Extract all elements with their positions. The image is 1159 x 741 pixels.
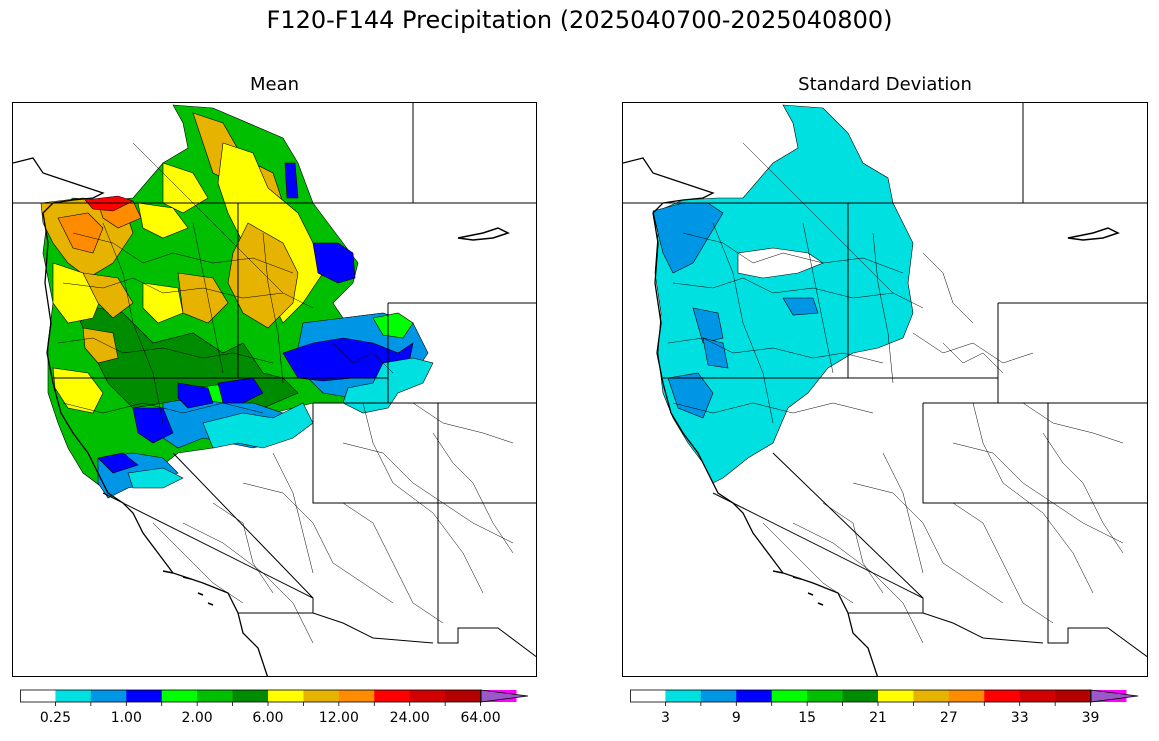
mean-region-cyan-2 — [202, 402, 314, 449]
mean-map-svg — [13, 103, 536, 676]
colorbar-tick-label: 15 — [798, 710, 817, 726]
mean-state-borders — [13, 103, 536, 658]
mean-region-gold-2 — [227, 222, 299, 329]
std-region-skyblue-3 — [667, 372, 714, 419]
colorbar-tick-label: 1.00 — [110, 710, 142, 726]
mean-colorbar-svg — [20, 689, 529, 706]
colorbar-outline — [20, 689, 482, 703]
figure-title: F120-F144 Precipitation (2025040700-2025… — [266, 6, 893, 34]
mean-region-blue-4 — [132, 407, 174, 444]
colorbar-segment — [665, 690, 702, 702]
std-colorbar: 3 9 15 21 27 33 39 — [630, 688, 1142, 726]
std-panel-title: Standard Deviation — [798, 74, 972, 95]
colorbar-segment — [338, 690, 375, 702]
colorbar-segment — [630, 690, 666, 702]
std-basin-lines — [667, 142, 1124, 644]
std-state-borders — [623, 103, 1147, 658]
mean-region-cyan-3 — [127, 467, 184, 489]
colorbar-segment — [55, 690, 92, 702]
colorbar-segment — [700, 690, 737, 702]
colorbar-segment — [1055, 690, 1092, 702]
colorbar-extend-arrow — [480, 689, 529, 703]
colorbar-segment — [90, 690, 127, 702]
std-coastline — [623, 157, 879, 676]
colorbar-segment — [736, 690, 773, 702]
colorbar-tick-label: 24.00 — [389, 710, 430, 726]
mean-region-yellow-5 — [142, 282, 184, 324]
colorbar-tick-label: 3 — [660, 710, 670, 726]
colorbar-segment — [197, 690, 234, 702]
colorbar-segment — [303, 690, 340, 702]
colorbar-segment — [409, 690, 446, 702]
colorbar-segment — [268, 690, 304, 702]
mean-colorbar: 0.25 1.00 2.00 6.00 12.00 24.00 64.00 — [20, 688, 532, 726]
colorbar-tick-label: 0.25 — [39, 710, 71, 726]
colorbar-segment — [1019, 690, 1056, 702]
mean-region-gold-4 — [177, 272, 229, 324]
colorbar-segment — [445, 690, 482, 702]
colorbar-segment — [913, 690, 950, 702]
colorbar-segment — [771, 690, 808, 702]
std-map — [622, 102, 1148, 677]
colorbar-tick-label: 39 — [1081, 710, 1100, 726]
colorbar-segment — [161, 690, 198, 702]
colorbar-tick-label: 27 — [939, 710, 958, 726]
colorbar-segment — [232, 690, 269, 702]
std-region-cyan — [652, 104, 914, 484]
colorbar-segment — [878, 690, 914, 702]
std-map-svg — [623, 103, 1147, 676]
mean-region-gold-5 — [82, 327, 119, 364]
mean-region-yellow-3 — [137, 202, 189, 239]
mean-basin-lines — [57, 142, 514, 644]
colorbar-segment — [126, 690, 163, 702]
colorbar-tick-label: 33 — [1010, 710, 1029, 726]
mean-region-gold-3 — [82, 272, 134, 319]
mean-coastline — [13, 157, 269, 676]
colorbar-tick-label: 21 — [869, 710, 887, 726]
colorbar-segment — [374, 690, 411, 702]
mean-lake — [457, 227, 510, 241]
mean-panel-title: Mean — [249, 74, 300, 95]
colorbar-tick-label: 64.00 — [460, 710, 501, 726]
std-lake — [1067, 227, 1120, 241]
std-region-white-hole — [737, 247, 824, 279]
mean-islands — [162, 570, 214, 606]
colorbar-segment — [984, 690, 1021, 702]
colorbar-tick-label: 12.00 — [318, 710, 359, 726]
mean-region-blue-7 — [97, 452, 139, 474]
std-islands — [772, 570, 824, 606]
colorbar-segment — [948, 690, 985, 702]
mean-region-blue-3 — [284, 162, 299, 199]
colorbar-tick-label: 6.00 — [252, 710, 284, 726]
colorbar-tick-label: 9 — [731, 710, 741, 726]
std-region-skyblue-2 — [692, 307, 724, 344]
mean-region-blue-5 — [217, 377, 264, 404]
colorbar-segment — [842, 690, 879, 702]
std-region-skyblue-4 — [782, 297, 819, 316]
std-region-skyblue-5 — [702, 337, 729, 369]
mean-map — [12, 102, 537, 677]
mean-region-orange — [57, 212, 104, 254]
colorbar-segment — [20, 690, 56, 702]
colorbar-segment — [807, 690, 844, 702]
mean-region-brightgreen — [372, 312, 414, 339]
mean-region-blue-6 — [177, 382, 214, 409]
colorbar-tick-label: 2.00 — [181, 710, 213, 726]
colorbar-extend-arrow — [1090, 689, 1139, 703]
colorbar-outline — [630, 689, 1092, 703]
std-colorbar-svg — [630, 689, 1139, 706]
mean-region-blue-2 — [312, 242, 356, 284]
